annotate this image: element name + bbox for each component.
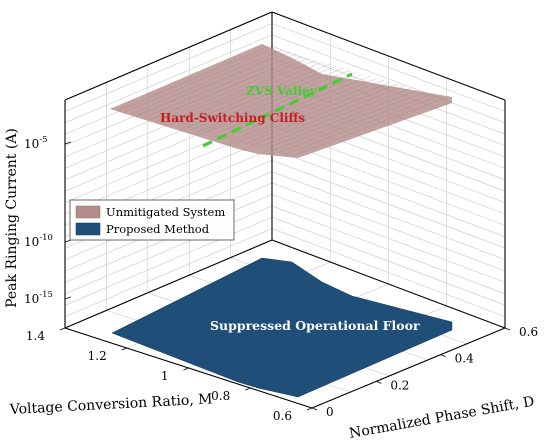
zvs-valley-label: ZVS Valley (246, 84, 318, 98)
surface-mesh-line (224, 77, 378, 139)
surface-mesh-line (244, 83, 398, 145)
surface-mesh-line (277, 93, 432, 153)
legend-label-proposed: Proposed Method (106, 222, 210, 236)
x-tick-mark (311, 407, 318, 411)
surface-mesh-line (257, 87, 412, 148)
z-tick-label: 10-5 (24, 135, 48, 151)
proposed-method-surface (111, 257, 453, 398)
z-tick-label: 10-15 (24, 290, 53, 306)
x-tick-mark (376, 380, 382, 384)
surface-mesh-line (237, 81, 392, 143)
y-tick-labels: 0.6 0.8 1 1.2 1.4 (26, 327, 313, 423)
surface-mesh-line (163, 59, 317, 124)
surface-mesh-line (170, 61, 324, 125)
unmitigated-surface (110, 44, 452, 158)
y-tick-label: 1.4 (26, 329, 45, 343)
surface-mesh-line (123, 47, 276, 113)
y-axis-title: Voltage Conversion Ratio, M (8, 391, 213, 418)
x-tick-mark (440, 354, 446, 358)
x-tick-label: 0.6 (519, 325, 538, 339)
legend-swatch-unmitigated (75, 205, 101, 219)
zvs-valley-line (202, 72, 353, 148)
surface-mesh-line (197, 69, 351, 132)
y-tick-label: 0.8 (211, 389, 230, 403)
surface-mesh-line (284, 95, 439, 155)
y-tick-mark (59, 327, 66, 331)
surface-mesh-line (156, 57, 310, 122)
surface-mesh-line (230, 79, 385, 141)
surface-mesh-line (136, 51, 290, 117)
x-tick-label: 0.2 (390, 378, 409, 392)
legend-label-unmitigated: Unmitigated System (106, 205, 225, 219)
z-axis-title: Peak Ringing Current (A) (4, 128, 20, 308)
z-tick-label: 10-10 (24, 233, 53, 249)
y-tick-mark (121, 347, 127, 351)
surface-mesh-line (177, 63, 330, 127)
suppressed-floor-label: Suppressed Operational Floor (210, 318, 420, 333)
surface-mesh-line (250, 85, 405, 146)
surface-mesh-line (291, 97, 446, 157)
surfaces (110, 44, 453, 398)
legend: Unmitigated System Proposed Method (69, 199, 235, 241)
z-tick-mark (64, 141, 72, 145)
y-tick-mark (183, 367, 189, 371)
hard-switching-label: Hard-Switching Cliffs (160, 111, 305, 125)
surface-mesh-line (130, 49, 283, 115)
surface-mesh-line (264, 89, 419, 150)
y-tick-label: 0.6 (273, 409, 292, 423)
surface-mesh-line (116, 45, 269, 111)
surface-mesh-line (190, 67, 344, 131)
z-tick-mark (64, 296, 72, 300)
x-tick-label: 0 (326, 405, 334, 419)
x-tick-mark (504, 327, 511, 331)
x-tick-label: 0.4 (455, 352, 474, 366)
surface-mesh-line (183, 65, 337, 129)
surface-mesh-line (217, 75, 371, 138)
surface-mesh-line (143, 53, 297, 118)
surface-mesh-line (271, 91, 425, 152)
surface-mesh-line (150, 55, 303, 120)
surface-mesh-line (203, 71, 358, 134)
y-tick-label: 1 (161, 369, 169, 383)
x-axis-title: Normalized Phase Shift, D (348, 394, 536, 442)
y-tick-mark (245, 387, 251, 391)
unmitigated-surface-mesh (116, 45, 446, 157)
y-tick-mark (306, 407, 313, 411)
x-tick-labels: 0 0.2 0.4 0.6 (311, 325, 538, 419)
surface-mesh-line (210, 73, 364, 136)
y-tick-label: 1.2 (88, 349, 107, 363)
z-tick-labels: 10-15 10-10 10-5 (24, 135, 53, 306)
legend-swatch-proposed (75, 222, 101, 236)
z-axis (64, 100, 72, 328)
